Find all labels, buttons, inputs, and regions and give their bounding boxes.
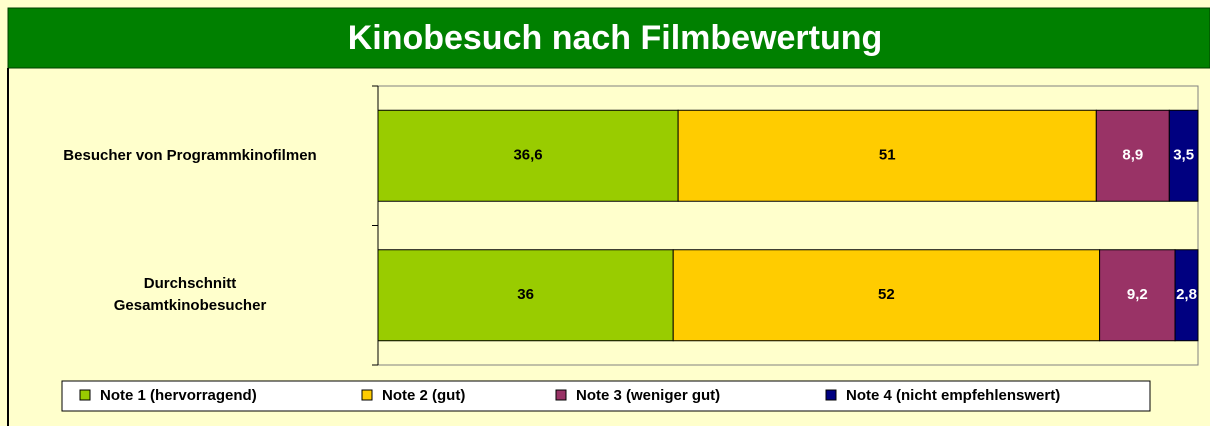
- data-label: 3,5: [1173, 147, 1194, 164]
- bar-segment: [1168, 109, 1199, 202]
- title-bar: [7, 7, 1210, 69]
- bar-segment: [377, 109, 679, 202]
- category-label: Durchschnitt Gesamtkinobesucher: [113, 275, 267, 315]
- chart-title: Kinobesuch nach Filmbewertung: [348, 19, 883, 57]
- data-label: 9,2: [1127, 286, 1148, 303]
- legend-swatch: [825, 389, 837, 401]
- data-label: 36,6: [513, 147, 542, 164]
- category-label: Besucher von Programmkinofilmen: [63, 146, 317, 164]
- legend-label: Note 1 (hervorragend): [100, 387, 257, 404]
- data-label: 52: [878, 286, 895, 303]
- data-label: 36: [517, 286, 534, 303]
- legend-label: Note 2 (gut): [382, 387, 465, 404]
- legend: [61, 380, 1151, 412]
- legend-swatch: [555, 389, 567, 401]
- bar-segment: [377, 249, 674, 342]
- legend-swatch: [79, 389, 91, 401]
- data-label: 8,9: [1122, 147, 1143, 164]
- legend-swatch: [361, 389, 373, 401]
- data-label: 51: [879, 147, 896, 164]
- bar-segment: [672, 249, 1101, 342]
- bar-segment: [1095, 109, 1170, 202]
- bar-segment: [1099, 249, 1176, 342]
- data-label: 2,8: [1176, 286, 1197, 303]
- bar-segment: [1174, 249, 1199, 342]
- legend-label: Note 3 (weniger gut): [576, 387, 720, 404]
- bar-segment: [677, 109, 1097, 202]
- legend-label: Note 4 (nicht empfehlenswert): [846, 387, 1060, 404]
